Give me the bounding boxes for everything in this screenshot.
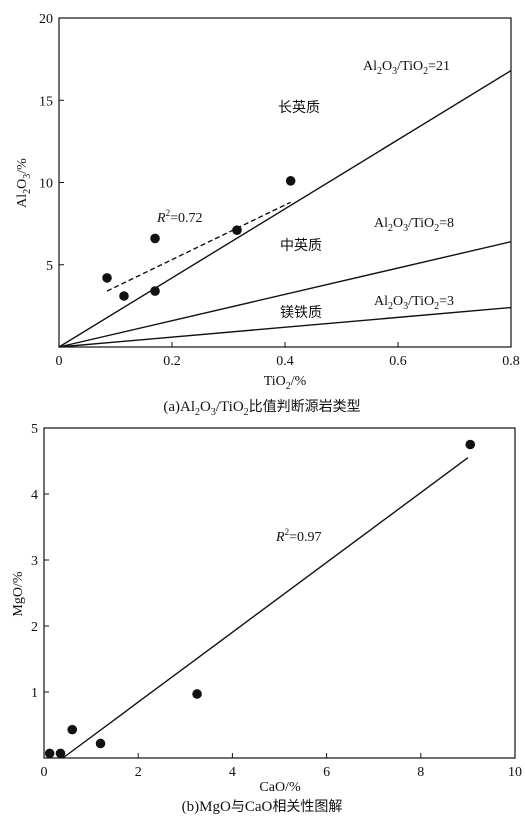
chart-b-data-point xyxy=(55,748,66,759)
chart-b-y-axis-label: MgO/% xyxy=(11,571,26,616)
chart-b-data-point xyxy=(465,439,476,450)
chart-a-data-point xyxy=(150,286,160,296)
chart-a-x-tick-label: 0.2 xyxy=(163,354,181,369)
chart-a-x-tick-label: 0.6 xyxy=(389,354,407,369)
chart-b-x-tick-label: 6 xyxy=(323,765,330,780)
chart-a-x-axis-label: TiO2/% xyxy=(264,374,307,392)
chart-b-r2-label: R2=0.97 xyxy=(275,527,321,545)
chart-a-y-tick-label: 15 xyxy=(39,94,53,109)
zone-label-mafic: 镁铁质 xyxy=(280,305,322,321)
chart-a-y-tick-label: 5 xyxy=(46,259,53,274)
chart-a-x-tick-label: 0.8 xyxy=(502,354,520,369)
chart-b-x-tick-label: 0 xyxy=(41,765,48,780)
chart-b-data-point xyxy=(95,738,106,749)
chart-a-x-tick-label: 0.4 xyxy=(276,354,294,369)
chart-a-data-point xyxy=(102,273,112,283)
chart-a: 0 0.2 0.4 0.6 0.8 5 10 15 20 TiO2/% Al2O3/% Al2O… xyxy=(15,12,520,418)
chart-b-y-tick-label: 1 xyxy=(31,686,38,701)
chart-b-x-tick-label: 8 xyxy=(417,765,424,780)
chart-a-data-point xyxy=(232,225,242,236)
chart-b-y-tick-label: 4 xyxy=(31,488,38,503)
chart-b-data-point xyxy=(192,689,202,699)
chart-b-y-tick-label: 3 xyxy=(31,554,38,569)
chart-b-x-tick-label: 4 xyxy=(229,765,236,780)
chart-b-x-tick-label: 10 xyxy=(508,765,522,780)
ref-label-ratio-8: Al2O3/TiO2=8 xyxy=(374,216,454,234)
ref-label-ratio-21: Al2O3/TiO2=21 xyxy=(363,59,450,77)
chart-a-marks: 0 0.2 0.4 0.6 0.8 5 10 15 20 xyxy=(39,12,520,369)
chart-a-data-point xyxy=(150,233,160,244)
zone-label-intermediate: 中英质 xyxy=(280,237,322,254)
chart-a-data-point xyxy=(119,291,129,301)
chart-a-r2-label: R2=0.72 xyxy=(156,208,202,226)
chart-b-trend-line xyxy=(62,457,469,759)
chart-b-x-tick-label: 2 xyxy=(135,765,142,780)
chart-a-x-tick-label: 0 xyxy=(56,354,63,369)
chart-b-caption: (b)MgO与CaO相关性图解 xyxy=(182,799,343,815)
chart-a-trend-line xyxy=(106,201,291,292)
chart-a-caption: (a)Al2O3/TiO2比值判断源岩类型 xyxy=(163,399,360,418)
chart-b-plot-frame xyxy=(43,427,516,759)
chart-b-x-axis-label: CaO/% xyxy=(259,780,301,795)
chart-b-y-tick-label: 2 xyxy=(31,620,38,635)
zone-label-felsic: 长英质 xyxy=(278,99,320,116)
ref-line-ratio-3 xyxy=(58,306,512,348)
chart-b-y-tick-label: 5 xyxy=(31,422,38,437)
chart-b-data-point xyxy=(44,748,55,759)
chart-a-y-tick-label: 10 xyxy=(39,177,53,192)
ref-line-ratio-8 xyxy=(58,241,512,348)
chart-a-y-axis-label: Al2O3/% xyxy=(15,158,33,208)
ref-line-ratio-21 xyxy=(58,70,512,348)
chart-a-y-tick-label: 20 xyxy=(39,12,53,27)
ref-label-ratio-3: Al2O3/TiO2=3 xyxy=(374,294,454,312)
chart-a-data-point xyxy=(285,176,296,186)
chart-b-data-point xyxy=(67,724,78,735)
